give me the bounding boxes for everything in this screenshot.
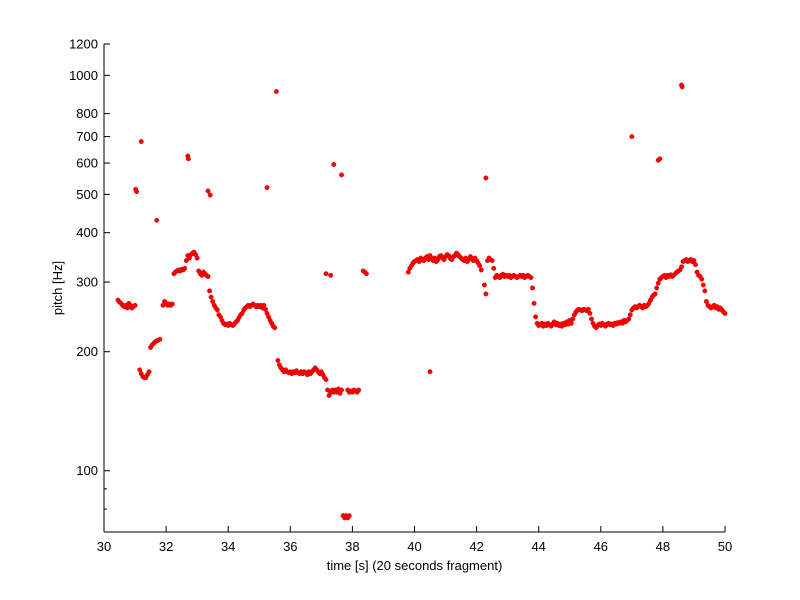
x-tick-label: 36 — [283, 539, 297, 554]
y-tick-label: 1000 — [69, 68, 98, 83]
y-tick-label: 700 — [76, 129, 98, 144]
data-point — [272, 325, 278, 331]
plot-frame — [103, 44, 725, 533]
data-point — [478, 267, 484, 273]
y-tick-label: 800 — [76, 106, 98, 121]
data-point — [182, 265, 188, 271]
x-tick-label: 30 — [97, 539, 111, 554]
data-point — [699, 276, 705, 282]
data-point — [339, 172, 344, 178]
data-point — [654, 285, 660, 291]
y-axis-ticks: 100 200 300 400 500 600 700 800 1000 1200 — [69, 37, 110, 533]
y-tick-label: 400 — [76, 225, 98, 240]
data-point — [531, 300, 537, 306]
data-point — [186, 156, 191, 162]
data-point — [138, 139, 144, 144]
data-point — [702, 288, 708, 294]
data-point — [587, 310, 593, 316]
x-tick-label: 42 — [469, 539, 483, 554]
x-tick-label: 38 — [345, 539, 359, 554]
data-point — [533, 314, 539, 320]
data-point — [194, 255, 200, 261]
data-point — [169, 301, 175, 307]
data-point — [691, 258, 697, 264]
data-point — [328, 272, 334, 278]
data-point — [481, 282, 487, 288]
data-point — [205, 273, 211, 279]
data-point — [207, 192, 213, 198]
x-tick-label: 32 — [159, 539, 173, 554]
x-tick-label: 44 — [531, 539, 545, 554]
data-point — [652, 291, 658, 297]
data-point — [427, 369, 433, 375]
data-point — [570, 316, 576, 322]
data-point — [323, 271, 329, 277]
data-point — [627, 312, 633, 318]
data-point — [323, 377, 329, 383]
data-point — [483, 175, 489, 181]
data-point — [214, 307, 220, 313]
y-tick-label: 100 — [76, 463, 98, 478]
data-point — [477, 263, 483, 269]
data-point — [489, 258, 495, 264]
x-tick-label: 46 — [594, 539, 608, 554]
data-point — [629, 134, 635, 140]
data-point — [657, 156, 663, 162]
x-tick-label: 34 — [221, 539, 235, 554]
data-point — [124, 305, 130, 311]
data-point — [568, 320, 574, 326]
data-point — [491, 265, 497, 271]
data-point — [346, 513, 352, 519]
data-point — [693, 262, 698, 268]
y-tick-label: 300 — [76, 275, 98, 290]
data-point — [157, 336, 163, 342]
y-axis-label: pitch [Hz] — [50, 261, 65, 315]
data-point — [134, 189, 140, 195]
x-axis-label: time [s] (20 seconds fragment) — [327, 558, 503, 573]
data-point — [589, 316, 594, 322]
data-point — [679, 84, 685, 90]
x-tick-label: 50 — [718, 539, 732, 554]
data-point — [331, 162, 337, 167]
y-tick-label: 200 — [76, 344, 98, 359]
y-tick-label: 600 — [76, 156, 98, 171]
y-tick-label: 500 — [76, 187, 98, 202]
data-point — [263, 306, 268, 312]
x-axis-ticks: 30 32 34 36 38 40 42 44 46 48 50 — [97, 526, 732, 554]
data-point — [273, 89, 279, 94]
data-point — [363, 271, 369, 277]
data-point — [339, 387, 344, 393]
data-point — [528, 275, 534, 281]
data-point — [154, 217, 160, 223]
data-point — [530, 285, 535, 291]
x-tick-label: 40 — [407, 539, 421, 554]
data-points — [115, 82, 728, 521]
x-tick-label: 48 — [656, 539, 670, 554]
data-point — [207, 288, 213, 294]
data-point — [626, 316, 632, 322]
data-point — [208, 294, 214, 300]
data-point — [275, 358, 281, 363]
data-point — [264, 185, 270, 191]
data-point — [205, 188, 211, 194]
data-point — [700, 282, 706, 288]
data-point — [679, 264, 684, 270]
data-point — [722, 310, 728, 316]
data-point — [585, 306, 591, 312]
data-point — [146, 369, 152, 375]
y-tick-label: 1200 — [69, 37, 98, 52]
data-point — [132, 302, 138, 308]
data-point — [483, 291, 489, 297]
data-point — [356, 387, 362, 393]
